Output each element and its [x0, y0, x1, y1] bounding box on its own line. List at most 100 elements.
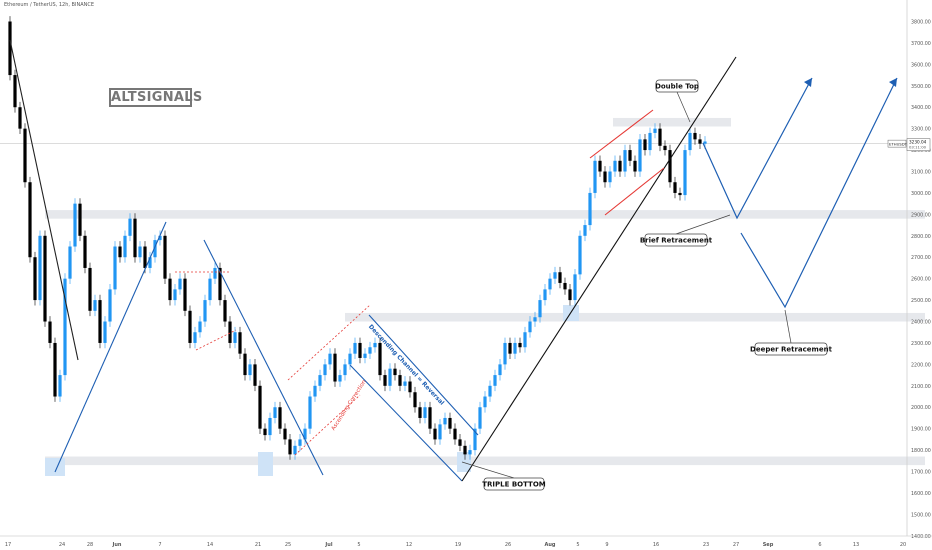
- y-tick-label: 3500.00: [911, 84, 931, 90]
- brand-watermark: ALTSIGNALS: [109, 88, 203, 107]
- candle-body: [338, 375, 342, 382]
- candle-body: [253, 364, 257, 386]
- candle-body: [103, 321, 107, 343]
- x-tick-label: 17: [5, 542, 11, 548]
- x-tick-label: 20: [900, 542, 906, 548]
- candle-body: [428, 407, 432, 429]
- candle-body: [553, 272, 557, 279]
- candle-body: [263, 428, 267, 436]
- down-trendline: [9, 39, 79, 361]
- candle-body: [23, 128, 27, 183]
- candle-body: [308, 396, 312, 429]
- candle-body: [693, 132, 697, 140]
- candles: [8, 16, 707, 460]
- y-tick-label: 1700.00: [911, 470, 931, 476]
- candle-body: [598, 160, 602, 172]
- candle-body: [638, 139, 642, 172]
- candle-body: [688, 132, 692, 151]
- candle-body: [283, 428, 287, 440]
- candle-body: [533, 317, 537, 322]
- candle-body: [468, 450, 472, 455]
- candle-body: [418, 407, 422, 418]
- candle-body: [573, 274, 577, 301]
- channel-lower: [349, 364, 463, 482]
- candle-body: [163, 235, 167, 279]
- chart-header: Ethereum / TetherUS, 12h, BINANCE: [4, 2, 95, 8]
- candle-body: [168, 278, 172, 301]
- y-tick-label: 2800.00: [911, 234, 931, 240]
- y-tick-label: 3600.00: [911, 62, 931, 68]
- candle-body: [18, 107, 22, 129]
- y-tick-label: 3700.00: [911, 41, 931, 47]
- up-trendline-1: [54, 221, 167, 473]
- y-tick-label: 2700.00: [911, 255, 931, 261]
- x-tick-label: Sep: [763, 542, 774, 548]
- x-tick-label: 26: [505, 542, 511, 548]
- candle-body: [523, 332, 527, 348]
- candle-body: [458, 439, 462, 446]
- candle-body: [328, 353, 332, 365]
- y-tick-label: 2600.00: [911, 277, 931, 283]
- candle-body: [673, 182, 677, 193]
- correction-line: [195, 329, 237, 351]
- x-tick-label: 21: [255, 542, 261, 548]
- candle-body: [478, 407, 482, 429]
- projection-arrow: [889, 78, 897, 87]
- wedge-lower: [604, 167, 665, 216]
- y-tick-label: 2100.00: [911, 384, 931, 390]
- candle-body: [403, 381, 407, 386]
- y-tick-label: 2400.00: [911, 320, 931, 326]
- candle-body: [608, 171, 612, 183]
- candle-body: [243, 353, 247, 376]
- candle-body: [203, 300, 207, 322]
- candle-body: [568, 289, 572, 301]
- candle-body: [63, 278, 67, 376]
- candle-body: [28, 182, 32, 258]
- deeper-retracement-label-pointer: [784, 309, 792, 344]
- correction-label: Ascending Correction: [331, 379, 368, 432]
- candle-body: [413, 392, 417, 408]
- candle-body: [153, 240, 157, 258]
- candle-body: [358, 342, 362, 358]
- candle-body: [618, 160, 622, 172]
- candle-body: [353, 342, 357, 354]
- brief-retracement-label-pointer: [675, 214, 731, 235]
- candle-body: [473, 428, 477, 451]
- candle-body: [288, 439, 292, 455]
- candle-body: [343, 364, 347, 376]
- candle-body: [193, 332, 197, 343]
- x-tick-label: 7: [158, 542, 161, 548]
- price-tag-price: 3230.04: [909, 140, 927, 145]
- candle-body: [393, 368, 397, 376]
- x-tick-label: 12: [406, 542, 412, 548]
- candle-body: [663, 145, 667, 151]
- candle-body: [278, 407, 282, 429]
- candle-body: [298, 439, 302, 446]
- candle-body: [303, 428, 307, 440]
- candle-body: [583, 225, 587, 236]
- x-tick-label: 28: [87, 542, 93, 548]
- candle-body: [488, 385, 492, 397]
- candle-body: [248, 364, 252, 376]
- candle-body: [588, 192, 592, 226]
- candle-body: [13, 75, 17, 108]
- candle-body: [88, 267, 92, 311]
- candle-body: [313, 385, 317, 397]
- candle-body: [138, 246, 142, 258]
- projection-brief: [702, 77, 813, 220]
- candle-body: [68, 246, 72, 279]
- projection-arrow: [804, 78, 812, 87]
- y-tick-label: 2000.00: [911, 405, 931, 411]
- projection-deeper: [740, 77, 898, 309]
- candle-body: [93, 300, 97, 311]
- candle-body: [268, 417, 272, 436]
- candle-body: [178, 278, 182, 290]
- candle-body: [528, 321, 532, 333]
- correction-line: [294, 394, 361, 456]
- candle-body: [498, 364, 502, 376]
- low-highlight: [258, 452, 273, 476]
- wedge-upper: [589, 109, 654, 159]
- y-tick-label: 3100.00: [911, 170, 931, 176]
- candle-body: [133, 218, 137, 258]
